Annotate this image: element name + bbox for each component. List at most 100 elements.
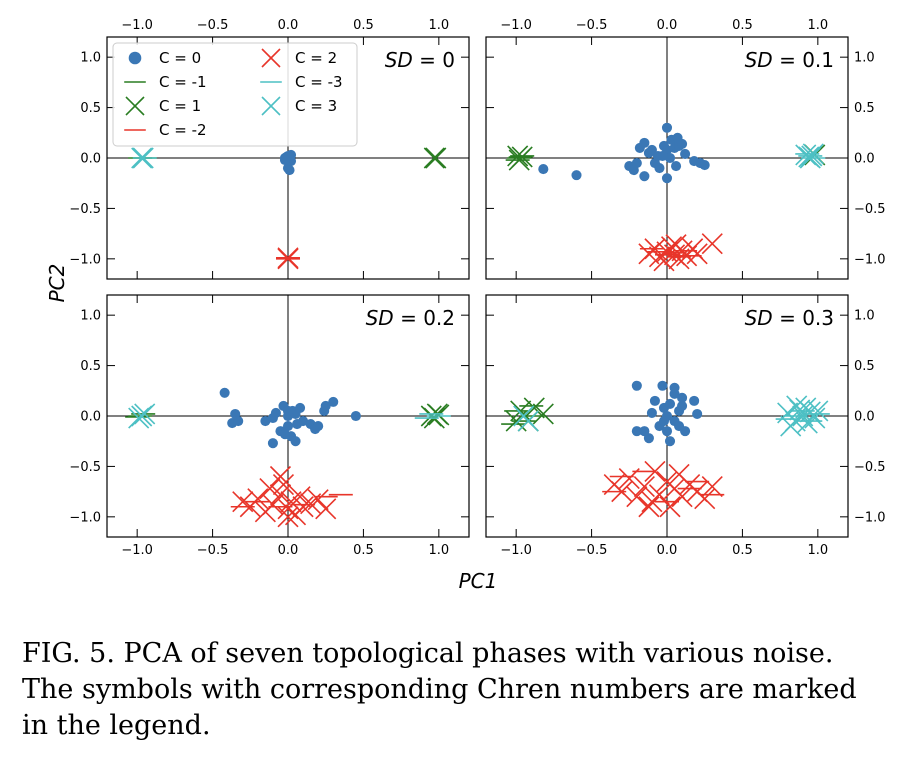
data-point: [132, 147, 154, 169]
data-point: [631, 380, 642, 391]
data-point: [510, 400, 532, 422]
data-point: [671, 161, 682, 172]
legend-label: C = 1: [159, 97, 201, 115]
data-point: [631, 158, 642, 169]
caption-line: FIG. 5. PCA of seven topological phases …: [22, 638, 834, 669]
data-point: [692, 408, 703, 420]
data-point: [643, 433, 654, 444]
data-point: [644, 460, 666, 483]
y-tick-label: −0.5: [69, 460, 101, 475]
y-tick-label: 0.0: [854, 410, 875, 425]
y-tick-label: −1.0: [854, 510, 886, 525]
y-tick-label: −1.0: [69, 510, 101, 525]
data-point: [631, 426, 642, 437]
data-point: [350, 410, 361, 422]
data-point: [677, 400, 688, 411]
pca-figure: −1.0 −0.5 0.0 0.5 1.0 1.0 0.5 0.0 −0.5 −1.0 SD = 0…: [45, 18, 886, 593]
data-point: [538, 164, 549, 175]
y-tick-label: −0.5: [69, 202, 101, 217]
y-tick-label: 0.5: [80, 101, 101, 116]
chart-panel-bottom-left: −1.0 −0.5 0.0 0.5 1.0 1.0 0.5 0.0 −0.5 −1.0 SD = 0…: [69, 294, 470, 558]
data-point: [611, 481, 633, 503]
data-point: [626, 486, 648, 508]
legend-marker: [261, 96, 281, 116]
panel-title: SD = 0.1: [745, 48, 834, 72]
data-point: [661, 173, 673, 184]
y-tick-label: 0.0: [854, 152, 875, 167]
data-point: [277, 247, 299, 269]
chart-panel-top-left: −1.0 −0.5 0.0 0.5 1.0 1.0 0.5 0.0 −0.5 −1.0 SD = 0: [69, 18, 470, 280]
data-point: [517, 410, 539, 432]
x-tick-label: −1.0: [121, 18, 153, 33]
panel-title: SD = 0.3: [745, 306, 834, 330]
data-point: [671, 486, 693, 508]
legend-label: C = 2: [295, 49, 337, 67]
caption-line: The symbols with corresponding Chren num…: [22, 674, 857, 705]
data-point: [665, 234, 687, 256]
x-tick-label: −0.5: [576, 18, 608, 33]
chart-panel-top-right: −1.0 −0.5 0.0 0.5 1.0 1.0 0.5 0.0 −0.5 −1.0 SD = 0…: [485, 18, 886, 280]
x-tick-label: 0.0: [278, 543, 299, 558]
data-point: [290, 436, 301, 447]
caption-line: in the legend.: [22, 710, 211, 741]
data-point: [661, 426, 673, 437]
data-point: [654, 163, 665, 174]
data-point: [701, 233, 723, 255]
data-point: [801, 145, 823, 167]
x-tick-label: −1.0: [500, 18, 532, 33]
figure-caption: FIG. 5. PCA of seven topological phases …: [22, 636, 898, 744]
data-point: [648, 484, 671, 506]
data-point: [661, 122, 673, 133]
data-point: [279, 154, 291, 166]
data-point: [649, 395, 660, 406]
data-point: [798, 146, 820, 168]
x-tick-label: 1.0: [428, 543, 449, 558]
y-tick-label: 1.0: [80, 51, 101, 66]
data-point: [686, 243, 708, 265]
legend-label: C = -3: [295, 73, 343, 91]
x-tick-label: 0.0: [278, 18, 299, 33]
data-point: [659, 496, 681, 518]
data-point: [657, 380, 668, 391]
data-point: [807, 400, 829, 422]
x-tick-label: 0.0: [657, 18, 678, 33]
legend-box: [112, 42, 358, 147]
data-point: [664, 398, 676, 409]
data-point: [523, 397, 545, 419]
data-point: [699, 160, 710, 171]
data-point: [423, 147, 445, 169]
data-point: [571, 170, 582, 181]
x-tick-label: 1.0: [807, 18, 828, 33]
data-point: [279, 429, 291, 440]
panel-title: SD = 0.2: [366, 306, 455, 330]
panel-title: SD = 0: [385, 48, 455, 72]
data-point: [134, 403, 156, 425]
data-markers: [128, 147, 447, 270]
data-markers: [505, 122, 826, 272]
data-point: [300, 493, 322, 515]
y-tick-label: 1.0: [854, 309, 875, 324]
y-tick-label: 0.0: [80, 152, 101, 167]
data-point: [320, 400, 331, 411]
data-point: [219, 387, 230, 398]
chart-panel-bottom-right: −1.0 −0.5 0.0 0.5 1.0 1.0 0.5 0.0 −0.5 −1.0 SD = 0…: [485, 294, 886, 558]
data-point: [639, 171, 650, 182]
data-point: [292, 496, 314, 518]
data-point: [795, 397, 817, 419]
x-tick-label: −0.5: [576, 543, 608, 558]
data-point: [260, 416, 271, 427]
x-tick-label: −0.5: [197, 18, 229, 33]
legend-label: C = 0: [159, 49, 201, 67]
data-point: [328, 396, 339, 407]
data-point: [313, 421, 324, 432]
data-point: [507, 145, 529, 167]
x-tick-label: 0.5: [732, 18, 753, 33]
data-point: [511, 146, 533, 168]
data-point: [638, 496, 660, 518]
data-point: [282, 405, 294, 416]
x-tick-label: −1.0: [121, 543, 153, 558]
data-point: [282, 421, 294, 432]
data-point: [259, 478, 281, 500]
x-tick-label: 1.0: [807, 543, 828, 558]
y-tick-label: 0.5: [854, 101, 875, 116]
